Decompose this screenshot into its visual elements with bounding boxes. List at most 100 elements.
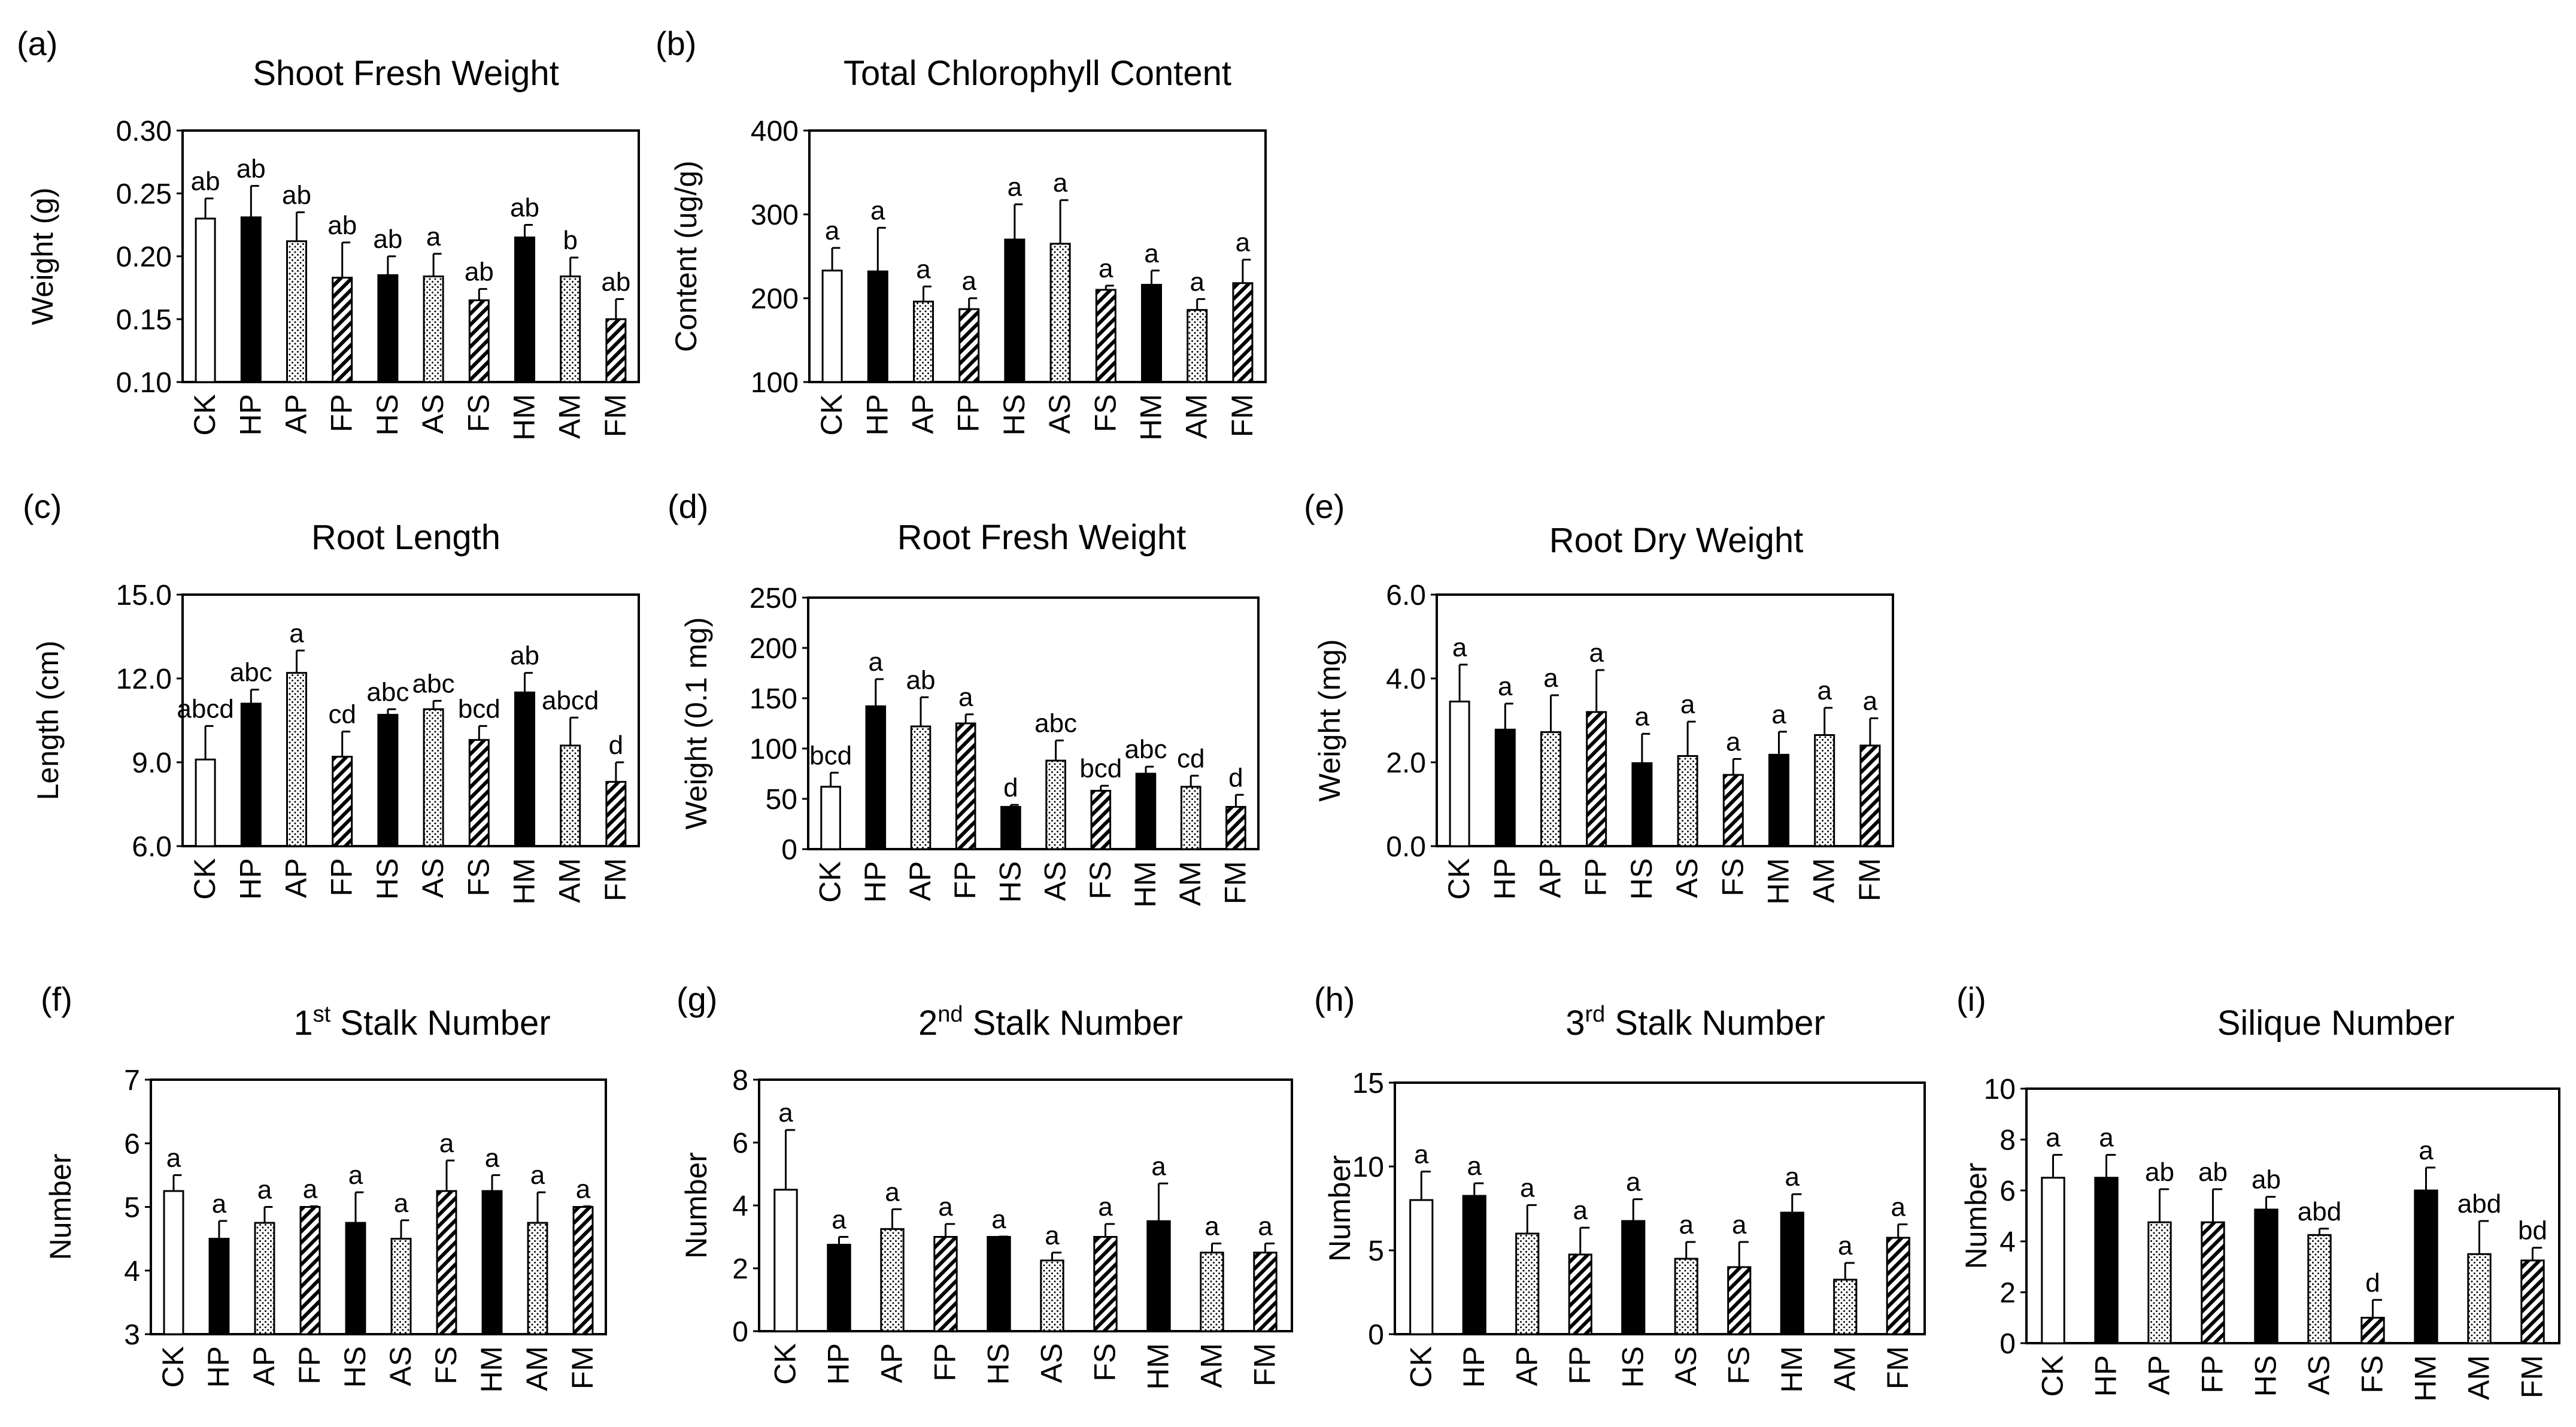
significance-label: a bbox=[1520, 1173, 1535, 1202]
bar bbox=[1674, 1258, 1698, 1335]
x-tick-label: AM bbox=[1807, 858, 1841, 903]
chart-title-superscript: rd bbox=[1585, 1002, 1606, 1027]
significance-label: ab bbox=[373, 225, 402, 254]
panel-label: (f) bbox=[41, 980, 72, 1018]
x-tick-label: CK bbox=[2036, 1355, 2070, 1396]
bar bbox=[377, 274, 399, 383]
bar bbox=[1677, 755, 1698, 847]
x-tick-label: AS bbox=[384, 1346, 417, 1386]
significance-label: a bbox=[1098, 1192, 1113, 1222]
significance-label: d bbox=[609, 731, 623, 760]
significance-label: ab bbox=[465, 257, 494, 287]
x-tick-label: CK bbox=[1442, 858, 1476, 899]
x-tick-label: HS bbox=[1625, 858, 1658, 899]
bar bbox=[1727, 1266, 1752, 1335]
x-tick-label: AS bbox=[1039, 861, 1072, 901]
y-tick-label: 5 bbox=[1368, 1235, 1384, 1267]
y-axis-label: Number bbox=[1323, 1155, 1357, 1262]
x-tick-label: FM bbox=[1225, 394, 1259, 437]
x-tick-label: HP bbox=[233, 858, 267, 899]
x-tick-label: HM bbox=[508, 858, 541, 905]
bar bbox=[514, 691, 536, 847]
bar bbox=[1449, 701, 1470, 847]
x-tick-label: HP bbox=[822, 1343, 855, 1384]
bar bbox=[286, 240, 308, 383]
y-tick-label: 15.0 bbox=[116, 580, 172, 611]
x-tick-label: AS bbox=[1035, 1343, 1069, 1383]
y-tick-label: 0.10 bbox=[116, 367, 172, 399]
y-tick-label: 4 bbox=[1999, 1226, 2016, 1258]
chart-title: Root Length bbox=[311, 518, 500, 557]
bar bbox=[605, 781, 627, 847]
y-tick-label: 0.30 bbox=[116, 116, 172, 147]
y-tick-label: 200 bbox=[751, 283, 799, 315]
y-tick-label: 2.0 bbox=[1386, 747, 1426, 779]
significance-label: ab bbox=[236, 154, 266, 183]
bar bbox=[572, 1206, 594, 1335]
bar bbox=[1045, 759, 1066, 850]
x-tick-label: HP bbox=[860, 394, 894, 435]
y-tick-label: 6 bbox=[732, 1128, 748, 1159]
x-tick-label: HS bbox=[2249, 1355, 2283, 1396]
y-tick-label: 100 bbox=[750, 734, 797, 765]
chart-title: 3rd Stalk Number bbox=[1565, 1002, 1825, 1043]
chart-title: Total Chlorophyll Content bbox=[844, 54, 1231, 93]
bar bbox=[1494, 728, 1516, 847]
bar bbox=[1000, 805, 1021, 850]
x-tick-label: HS bbox=[982, 1343, 1015, 1384]
significance-label: a bbox=[870, 196, 885, 225]
bar bbox=[912, 301, 934, 383]
y-tick-label: 7 bbox=[124, 1065, 140, 1096]
x-tick-label: CK bbox=[1404, 1346, 1437, 1387]
x-tick-label: FS bbox=[2356, 1355, 2389, 1393]
y-tick-label: 200 bbox=[750, 633, 797, 665]
bar bbox=[163, 1190, 184, 1335]
bar bbox=[1187, 309, 1208, 383]
x-tick-label: AM bbox=[1173, 861, 1207, 906]
plot-frame bbox=[1436, 593, 1894, 847]
significance-label: d bbox=[1003, 773, 1018, 802]
bar bbox=[2094, 1177, 2119, 1344]
significance-label: a bbox=[1838, 1231, 1853, 1261]
significance-label: bcd bbox=[809, 741, 852, 770]
significance-label: abcd bbox=[177, 694, 233, 723]
significance-label: a bbox=[1236, 228, 1251, 257]
significance-label: a bbox=[439, 1129, 454, 1158]
y-tick-label: 0.20 bbox=[116, 241, 172, 273]
significance-label: cd bbox=[328, 700, 356, 729]
x-tick-label: AM bbox=[1180, 394, 1213, 439]
significance-label: a bbox=[1452, 633, 1467, 662]
significance-label: a bbox=[938, 1192, 953, 1222]
bar bbox=[773, 1189, 798, 1332]
chart-title-main: Total Chlorophyll Content bbox=[844, 54, 1231, 93]
x-tick-label: AS bbox=[1670, 858, 1704, 898]
y-tick-label: 3 bbox=[124, 1319, 140, 1351]
x-tick-label: FS bbox=[429, 1346, 463, 1384]
bar bbox=[1515, 1232, 1540, 1335]
bar bbox=[1135, 772, 1157, 850]
bar bbox=[1095, 289, 1116, 383]
bar bbox=[299, 1206, 321, 1335]
bar bbox=[2414, 1189, 2438, 1344]
bar bbox=[2467, 1253, 2492, 1344]
y-axis-label: Weight (mg) bbox=[1313, 639, 1346, 801]
significance-label: ab bbox=[282, 181, 311, 210]
significance-label: a bbox=[289, 619, 304, 648]
plot-frame bbox=[808, 129, 1267, 383]
x-tick-label: FP bbox=[325, 394, 359, 432]
panel-b: (b) Total Chlorophyll Content Content (ug/… bbox=[656, 25, 1267, 441]
significance-label: ab bbox=[601, 267, 630, 296]
y-tick-label: 9.0 bbox=[132, 747, 172, 779]
x-tick-label: CK bbox=[769, 1343, 802, 1384]
x-tick-label: FM bbox=[1881, 1346, 1914, 1389]
x-tick-label: HM bbox=[475, 1346, 508, 1393]
x-tick-label: FP bbox=[952, 394, 985, 432]
y-tick-label: 0 bbox=[781, 834, 797, 866]
plot-frame bbox=[1394, 1081, 1926, 1335]
bar bbox=[195, 758, 216, 847]
bar bbox=[1200, 1252, 1224, 1332]
bar bbox=[436, 1190, 457, 1335]
bar bbox=[208, 1238, 230, 1335]
x-tick-label: HM bbox=[1762, 858, 1795, 905]
bar bbox=[240, 702, 262, 847]
